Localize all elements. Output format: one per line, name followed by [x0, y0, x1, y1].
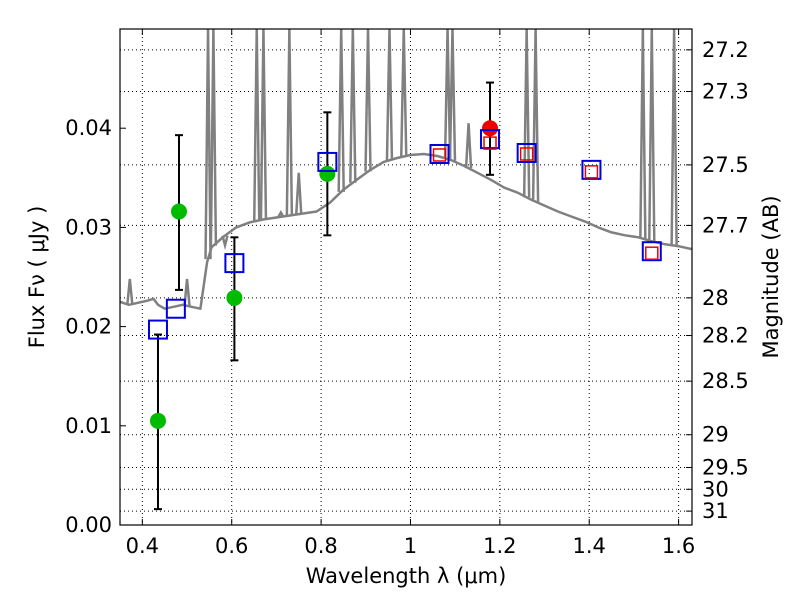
right-tick-label: 29.5	[702, 455, 749, 479]
right-tick-label: 27.5	[702, 153, 749, 177]
y-tick-label: 0.01	[65, 414, 112, 438]
x-tick-label: 0.8	[304, 534, 337, 558]
right-tick-label: 31	[702, 499, 729, 523]
right-tick-label: 28	[702, 286, 729, 310]
emission-line	[648, 29, 656, 242]
emission-line	[277, 210, 285, 218]
model-flux-square	[165, 298, 186, 319]
emission-line	[183, 278, 191, 306]
model-flux-square	[641, 241, 662, 262]
model-flux-square	[581, 159, 602, 180]
y-axis-label: Flux Fν ( μJy )	[25, 206, 49, 349]
model-flux-square	[429, 143, 450, 164]
model-flux-inner-square	[584, 165, 599, 179]
photometry-point	[482, 120, 499, 137]
model-flux-square	[317, 151, 338, 172]
emission-line	[522, 29, 531, 198]
emission-line	[531, 29, 540, 202]
emission-line	[221, 235, 229, 251]
emission-line	[204, 29, 212, 260]
model-flux-square	[147, 319, 168, 340]
model-flux-square	[516, 143, 537, 163]
photometry-point	[149, 412, 166, 429]
right-axis-label: Magnitude (AB)	[759, 195, 783, 358]
right-tick-label: 27.7	[702, 213, 749, 237]
emission-line	[385, 29, 394, 161]
right-tick-label: 27.2	[702, 38, 749, 62]
axis-ticks: 0.4 0.6 0.8 1 1.2 1.4 1.6 0.00 0.01 0.02 0.03 0.04 2…	[65, 29, 749, 558]
emission-line	[639, 29, 647, 239]
x-tick-label: 0.6	[215, 534, 248, 558]
plot-area	[120, 29, 692, 511]
emission-line	[443, 29, 452, 160]
x-tick-label: 1.4	[573, 534, 606, 558]
model-flux-inner-square	[519, 147, 534, 161]
emission-line	[252, 29, 261, 221]
x-tick-label: 1	[404, 534, 417, 558]
emission-line	[400, 29, 408, 157]
model-flux-square	[480, 129, 501, 150]
emission-line	[295, 172, 303, 215]
y-tick-label: 0.02	[65, 315, 112, 339]
x-tick-label: 1.2	[483, 534, 516, 558]
right-tick-label: 29	[702, 423, 729, 447]
right-tick-label: 28.2	[702, 324, 749, 348]
emission-line	[670, 29, 678, 246]
emission-line	[259, 29, 268, 220]
emission-line	[285, 29, 294, 216]
y-tick-label: 0.00	[65, 513, 112, 537]
x-axis-label: Wavelength λ (μm)	[306, 564, 507, 588]
grid-lines	[120, 29, 692, 525]
model-flux-inner-square	[483, 136, 497, 150]
model-flux-inner-square	[645, 246, 659, 260]
plot-frame	[119, 28, 693, 526]
photometry-point	[319, 165, 336, 182]
photometry-point	[226, 289, 243, 306]
right-tick-label: 28.5	[702, 369, 749, 393]
y-tick-label: 0.04	[65, 116, 112, 140]
emission-line	[364, 29, 372, 172]
right-tick-label: 27.3	[702, 79, 749, 103]
model-flux-square	[224, 253, 245, 274]
emission-line	[349, 29, 357, 183]
model-flux-inner-square	[432, 148, 447, 162]
y-tick-label: 0.03	[65, 215, 112, 239]
emission-line	[448, 29, 457, 161]
emission-line	[464, 123, 473, 169]
x-tick-label: 0.4	[126, 534, 159, 558]
right-tick-label: 30	[702, 477, 729, 501]
photometry-point	[170, 203, 187, 220]
emission-line	[209, 29, 218, 246]
x-tick-label: 1.6	[662, 534, 695, 558]
emission-line	[126, 278, 134, 305]
emission-line	[337, 29, 345, 192]
